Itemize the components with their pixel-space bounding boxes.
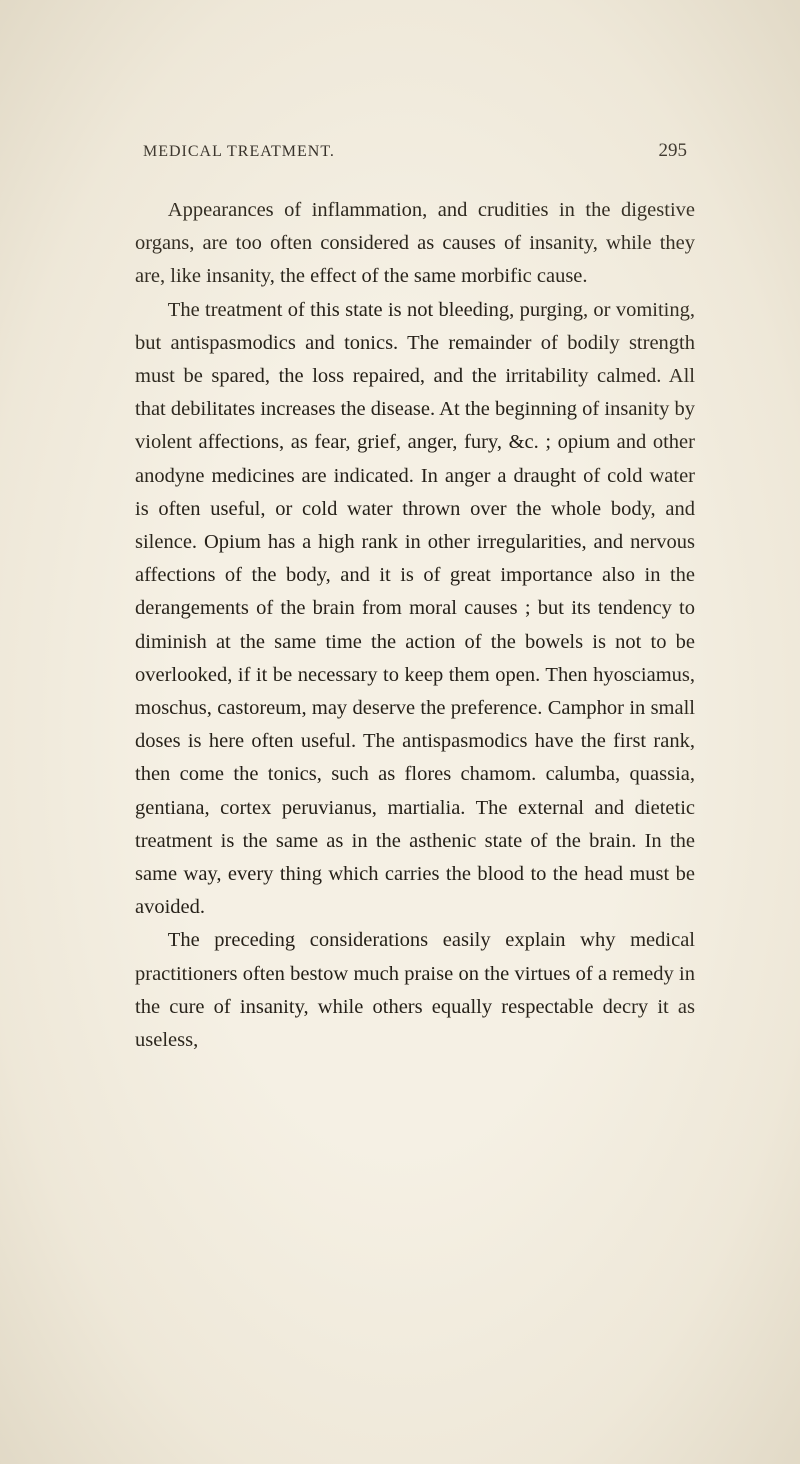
paragraph-2: The treatment of this state is not bleed…: [135, 294, 695, 925]
running-head: MEDICAL TREATMENT.: [143, 143, 335, 161]
paragraph-1: Appearances of inflammation, and cruditi…: [135, 194, 695, 294]
body-text: Appearances of inflammation, and cruditi…: [135, 194, 695, 1057]
page-number: 295: [659, 140, 688, 162]
page-content: MEDICAL TREATMENT. 295 Appearances of in…: [0, 0, 800, 1464]
paragraph-3: The preceding considerations easily expl…: [135, 924, 695, 1057]
page-header: MEDICAL TREATMENT. 295: [135, 140, 695, 162]
